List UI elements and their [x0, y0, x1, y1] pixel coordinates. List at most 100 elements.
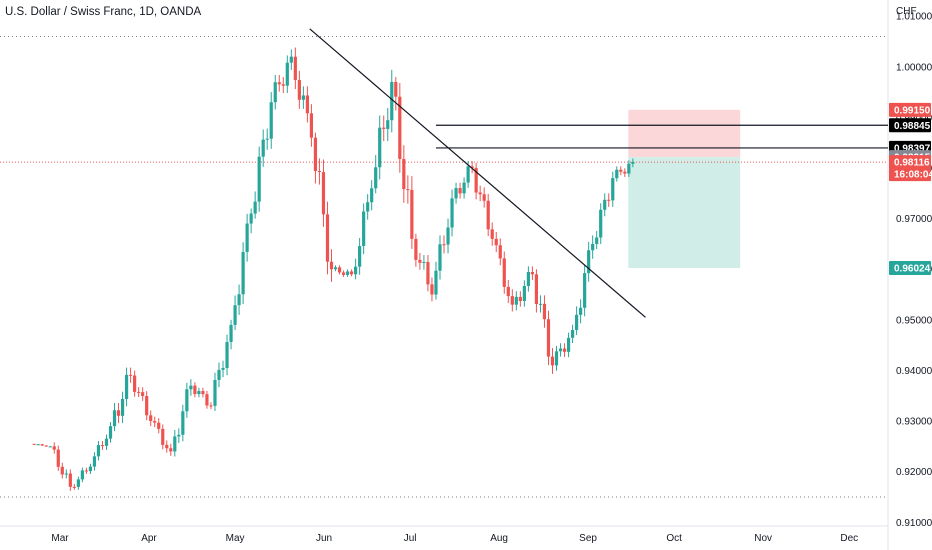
candle-body: [253, 201, 257, 214]
candle-body: [221, 367, 225, 370]
candle-body: [426, 261, 430, 285]
candle-body: [297, 79, 301, 100]
candle-body: [305, 95, 309, 114]
candle-body: [173, 436, 177, 452]
candle-body: [554, 351, 559, 366]
candle-body: [309, 113, 314, 138]
candle-body: [245, 223, 249, 252]
candle-body: [607, 199, 611, 201]
candle-body: [133, 375, 137, 392]
x-tick-label: Nov: [754, 533, 772, 544]
candle-body: [502, 258, 506, 287]
candle-body: [277, 82, 281, 85]
candle-body: [165, 444, 169, 449]
candle-body: [225, 341, 229, 368]
candle-body: [141, 392, 145, 396]
candle-body: [558, 348, 563, 352]
candle-body: [534, 274, 539, 305]
price-label: 0.96024: [894, 264, 931, 275]
candle-body: [36, 444, 40, 446]
candle-body: [197, 391, 201, 395]
candle-body: [145, 395, 149, 416]
candle-body: [454, 188, 458, 199]
candle-body: [358, 246, 362, 267]
candle-body: [490, 229, 494, 239]
candle-body: [269, 102, 273, 139]
candle-body: [64, 473, 68, 475]
candle-body: [374, 167, 378, 189]
candle-body: [189, 385, 193, 390]
trendline[interactable]: [309, 28, 646, 318]
candle-body: [394, 81, 398, 97]
candle-body: [591, 243, 595, 251]
candle-body: [213, 379, 217, 406]
candle-body: [410, 189, 414, 239]
candle-body: [619, 169, 623, 172]
y-tick-label: 1.01000: [896, 12, 932, 23]
candle-body: [482, 194, 486, 201]
candle-body: [333, 267, 338, 270]
x-tick-label: Jul: [404, 533, 417, 544]
candle-body: [406, 189, 410, 191]
candle-body: [378, 127, 382, 168]
candle-body: [108, 426, 113, 439]
candle-body: [498, 245, 502, 259]
candle-body: [185, 389, 189, 412]
candle-body: [398, 96, 402, 159]
y-tick-label: 0.92000: [896, 467, 932, 478]
candle-body: [337, 267, 342, 273]
candle-body: [181, 411, 185, 435]
candle-body: [60, 466, 64, 475]
candle-body: [575, 314, 579, 330]
candle-body: [402, 158, 406, 190]
chart-title: U.S. Dollar / Swiss Franc, 1D, OANDA: [5, 6, 202, 18]
candle-body: [265, 138, 269, 140]
candle-body: [562, 348, 567, 352]
candle-body: [92, 456, 97, 467]
price-label-box: [889, 155, 931, 182]
x-tick-label: Jun: [316, 533, 332, 544]
candle-body: [56, 449, 60, 467]
take-profit-zone[interactable]: [628, 157, 741, 269]
countdown-label: 16:08:04: [894, 170, 932, 181]
candle-body: [611, 178, 615, 201]
price-label: 0.98845: [894, 121, 931, 132]
candle-body: [538, 303, 543, 305]
candle-body: [325, 214, 330, 262]
candle-body: [120, 398, 125, 416]
candle-body: [566, 337, 571, 352]
price-label-box: [889, 102, 931, 117]
candle-body: [281, 84, 285, 86]
candle-body: [362, 211, 366, 247]
x-tick-label: May: [226, 533, 245, 544]
candle-body: [157, 422, 161, 429]
candle-body: [474, 168, 478, 193]
candle-body: [450, 198, 454, 228]
candle-body: [317, 170, 322, 173]
candle-body: [526, 272, 530, 286]
candle-body: [233, 305, 237, 325]
candle-body: [382, 127, 386, 129]
candle-body: [349, 271, 354, 275]
candle-body: [193, 385, 197, 395]
candle-body: [44, 445, 48, 447]
candle-body: [458, 188, 462, 194]
candle-body: [217, 369, 221, 380]
y-tick-label: 0.93000: [896, 417, 932, 428]
stop-loss-zone[interactable]: [628, 109, 741, 158]
candle-body: [301, 95, 305, 100]
candle-body: [293, 56, 297, 80]
candle-body: [68, 473, 72, 487]
candle-body: [446, 227, 450, 245]
candle-body: [257, 156, 261, 202]
candle-body: [506, 286, 510, 297]
candle-body: [390, 81, 394, 121]
candle-body: [153, 421, 157, 423]
candle-body: [100, 445, 105, 447]
candle-body: [129, 374, 133, 376]
candle-body: [583, 273, 587, 308]
candle-body: [161, 428, 165, 445]
candle-body: [149, 415, 153, 422]
candle-body: [438, 244, 442, 271]
